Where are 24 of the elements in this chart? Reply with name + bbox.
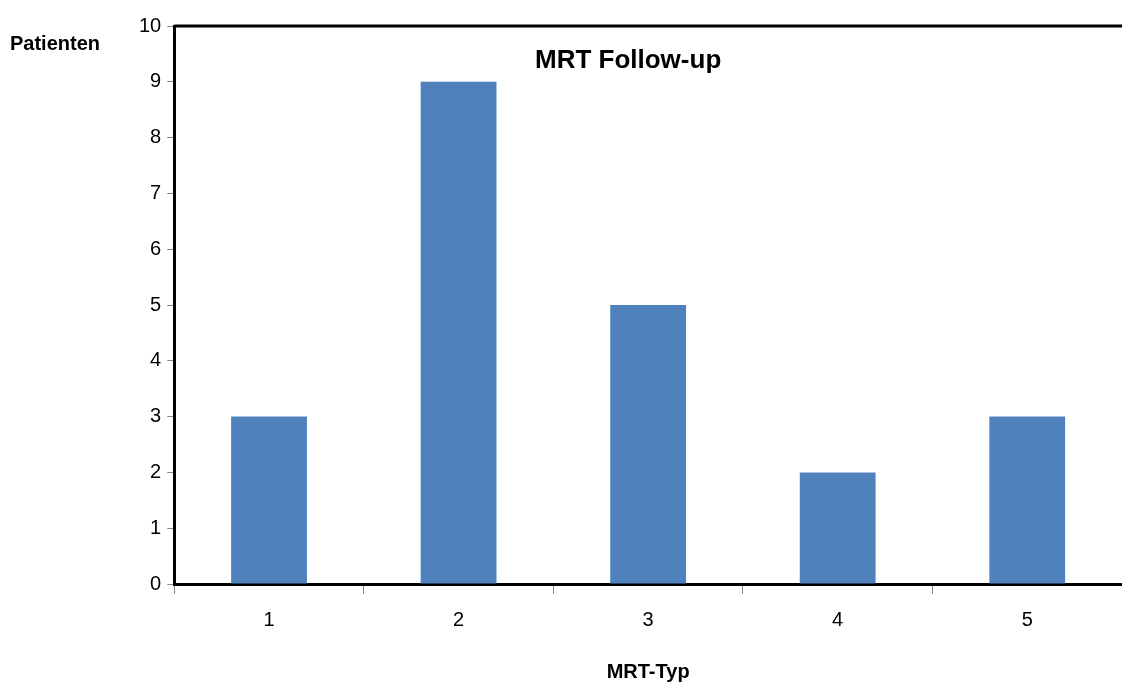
y-tick-label: 0	[150, 571, 162, 594]
x-tick-label: 3	[642, 607, 654, 630]
y-tick-label: 4	[150, 348, 162, 371]
x-tick-label: 1	[263, 607, 275, 630]
bar	[420, 81, 497, 584]
y-tick-label: 6	[150, 236, 162, 259]
y-tick-label: 7	[150, 180, 162, 203]
y-tick-label: 8	[150, 125, 162, 148]
x-tick-label: 5	[1021, 607, 1033, 630]
y-tick-label: 3	[150, 404, 162, 427]
text: MRT Follow-up	[534, 44, 722, 75]
y-tick-label: 9	[150, 69, 162, 92]
y-axis-title: Patienten	[10, 31, 101, 54]
bar	[231, 416, 307, 584]
bar	[610, 305, 687, 584]
bar	[799, 472, 876, 584]
x-axis-title: MRT-Typ	[606, 659, 690, 682]
x-tick-label: 4	[832, 607, 844, 630]
y-tick-label: 2	[150, 459, 162, 482]
y-tick-label: 1	[150, 515, 162, 538]
y-tick-label: 10	[139, 13, 162, 36]
x-tick-label: 2	[453, 607, 465, 630]
y-tick-label: 5	[150, 292, 162, 315]
bar	[989, 416, 1066, 584]
